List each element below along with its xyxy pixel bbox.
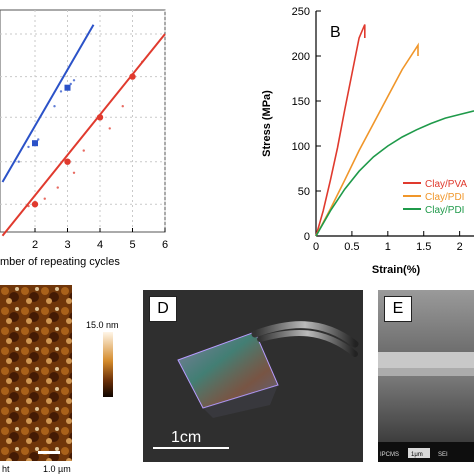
- sem-footer-left: IPCMS: [380, 452, 399, 458]
- chart-a-scatter-point: [141, 60, 144, 63]
- chart-a-scatter-point: [69, 82, 72, 86]
- chart-a-scatter-point: [37, 138, 40, 141]
- chart-a-scatter-point: [72, 79, 76, 82]
- photo-scale-label: 1cm: [171, 429, 201, 446]
- chart-b-xtick-label: 1: [385, 241, 391, 253]
- afm-corner-text: ht: [2, 464, 10, 474]
- afm-scale-max: 15.0 nm: [86, 320, 119, 330]
- panel-a-cycles-chart: 2 3 4 5 6: [0, 9, 168, 251]
- afm-texture: [0, 285, 72, 461]
- afm-scale-label: 1.0 µm: [43, 464, 71, 474]
- sem-layer-2: [378, 368, 474, 376]
- chart-a-scatter-point: [53, 105, 56, 108]
- photo-d-illustration: 1cm: [153, 321, 359, 449]
- chart-b-series-line: [315, 42, 419, 237]
- chart-a-fit-line: [1, 33, 166, 237]
- afm-scale-bar: [38, 451, 60, 454]
- chart-b-x-title: Strain(%): [372, 264, 421, 276]
- chart-a-marker: [64, 84, 71, 91]
- sem-footer-mid: SEI: [438, 452, 448, 458]
- chart-b-ytick-label: 0: [304, 231, 310, 243]
- chart-a-marker: [64, 158, 71, 165]
- tweezers: [251, 321, 359, 348]
- sem-layer-1: [378, 352, 474, 368]
- chart-a-marker: [32, 140, 38, 147]
- chart-b-y-title: Stress (MPa): [261, 90, 273, 157]
- chart-b-xtick-label: 0.5: [344, 241, 359, 253]
- panel-c-afm: 15.0 nm 1.0 µm ht: [0, 285, 125, 474]
- chart-a-marker: [96, 114, 104, 121]
- chart-a-scatter-point: [43, 197, 46, 200]
- chart-a-marker: [31, 201, 39, 208]
- panel-b-stress-strain-chart: 0 50 100 150 200 250 0 0.5 1 1.5 2 B Stress (MPa) Str…: [261, 6, 474, 276]
- chart-b-legend-label: Clay/PDI: [425, 192, 464, 203]
- chart-a-xtick-label: 3: [64, 239, 70, 251]
- chart-b-xtick-label: 2: [457, 241, 463, 253]
- chart-a-scatter-point: [56, 186, 59, 189]
- panel-d-photo: 1cm D: [143, 290, 363, 462]
- chart-a-scatter-point: [59, 90, 63, 93]
- chart-a-scatter-point: [27, 204, 30, 208]
- chart-a-marker: [129, 73, 136, 80]
- chart-a-xtick-label: 6: [162, 239, 168, 251]
- chart-a-scatter-point: [121, 105, 124, 108]
- panel-d-label: D: [149, 296, 177, 322]
- chart-b-ytick-label: 100: [292, 141, 310, 153]
- chart-b-legend-label: Clay/PVA: [425, 179, 467, 190]
- chart-b-xtick-label: 0: [313, 241, 319, 253]
- sem-scale-label: 1μm: [411, 452, 423, 458]
- chart-b-panel-label: B: [330, 24, 341, 41]
- chart-b-xtick-label: 1.5: [416, 241, 431, 253]
- sem-scale-box: [408, 448, 430, 458]
- afm-color-scale: [103, 332, 113, 397]
- chart-a-frame: [0, 9, 166, 233]
- chart-b-ytick-label: 250: [292, 6, 310, 18]
- chart-a-fit-line: [1, 24, 95, 183]
- chart-a-scatter-point: [82, 149, 85, 152]
- film-sample: [177, 331, 279, 409]
- chart-b-legend-label: Clay/PDI: [425, 205, 464, 216]
- panel-e-label: E: [384, 296, 412, 322]
- chart-b-series-line: [315, 110, 474, 237]
- panel-e-sem: IPCMS 1μm SEI E: [378, 290, 474, 462]
- afm-image: 15.0 nm 1.0 µm ht: [0, 285, 119, 474]
- panel-a-xlabel: mber of repeating cycles: [0, 256, 175, 274]
- chart-a-xtick-label: 2: [32, 239, 38, 251]
- chart-a-scatter-point: [108, 127, 111, 130]
- chart-b-ytick-label: 150: [292, 96, 310, 108]
- chart-a-scatter-point: [27, 145, 30, 149]
- chart-b-ytick-label: 50: [298, 186, 310, 198]
- chart-b-series-line: [315, 24, 366, 237]
- x-axis-title: mber of repeating cycles: [0, 256, 120, 268]
- chart-a-xtick-label: 4: [97, 239, 103, 251]
- chart-a-scatter-point: [17, 160, 20, 163]
- chart-a-xtick-label: 5: [129, 239, 135, 251]
- chart-a-scatter-point: [72, 171, 76, 174]
- chart-b-ytick-label: 200: [292, 51, 310, 63]
